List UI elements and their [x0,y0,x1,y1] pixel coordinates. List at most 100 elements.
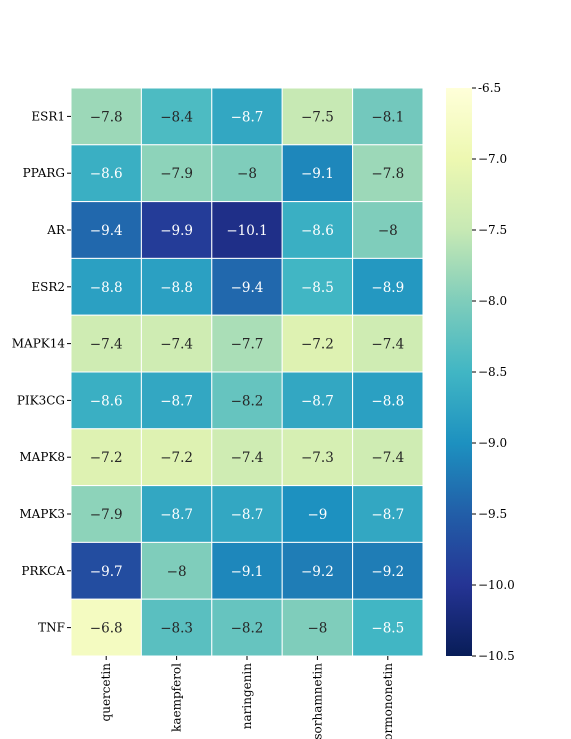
cell-value-label: −9.4 [90,223,123,239]
heatmap-cells: −7.8 −8.4 −8.7 −7.5 −8.1 −8.6 −7.9 −8 −9.1 −7.8 −9… [70,87,424,657]
cell-value-label: −8.4 [160,109,193,125]
heatmap-cell [140,598,213,657]
cell-value-label: −8 [167,564,187,580]
cell-value-label: −7.3 [301,450,334,466]
heatmap-cell [281,485,354,543]
cell-value-label: −9.4 [231,280,264,296]
heatmap-cell [281,257,354,316]
row-label: PPARG [23,166,65,180]
cell-value-label: −9.1 [231,564,264,580]
cell-value-label: −8.7 [160,507,193,523]
cell-value-label: −8.7 [301,393,334,409]
cell-value-label: −8.8 [371,393,404,409]
heatmap-cell [211,371,283,430]
cell-value-label: −7.2 [301,337,334,353]
cell-value-label: −8.7 [231,109,264,125]
colorbar-tick-label: −7.0 [478,152,507,166]
heatmap-cell [140,87,213,146]
heatmap-cell [281,598,354,657]
cell-value-label: −8.2 [231,621,264,637]
cell-value-label: −7.4 [90,337,123,353]
cell-value-label: −8 [307,621,327,637]
column-label: isorhamnetin [310,663,324,739]
row-label: TNF [38,621,65,635]
heatmap-cell [70,314,142,373]
cell-value-label: −6.8 [90,621,123,637]
colorbar-tick-label: −9.0 [478,436,507,450]
row-label: ESR1 [31,109,65,123]
heatmap-cell [70,428,142,487]
cell-value-label: −7.4 [231,450,264,466]
heatmap-cell [140,371,213,430]
colorbar-tick-label: -6.5 [478,81,501,95]
row-label: ESR2 [31,280,65,294]
heatmap-cell [281,87,354,146]
row-labels: ESR1 PPARG AR ESR2 MAPK14 PIK3CG MAPK8 MAPK3 PRK… [12,109,71,635]
heatmap-cell [352,485,424,543]
cell-value-label: −9.7 [90,564,123,580]
heatmap-cell [211,314,283,373]
cell-value-label: −9.9 [160,223,193,239]
cell-value-label: −7.2 [90,450,123,466]
cell-value-label: −8.7 [231,507,264,523]
row-label: MAPK14 [12,337,66,351]
heatmap-cell [211,257,283,316]
colorbar: -6.5 −7.0 −7.5 −8.0 −8.5 −9.0 −9.5 −10.0 −10.5 [446,81,515,663]
cell-value-label: −7.4 [371,337,404,353]
heatmap-cell [281,371,354,430]
cell-value-label: −8.8 [90,280,123,296]
column-label: kaempferol [170,663,184,732]
row-label: MAPK8 [19,450,65,464]
row-label: PIK3CG [17,393,65,407]
cell-value-label: −7.8 [371,166,404,182]
heatmap-cell [140,257,213,316]
colorbar-tick-label: −7.5 [478,223,507,237]
cell-value-label: −8.6 [90,166,123,182]
cell-value-label: −8.6 [301,223,334,239]
cell-value-label: −8 [378,223,398,239]
cell-value-label: −7.4 [371,450,404,466]
heatmap-cell [352,541,424,600]
cell-value-label: −9 [307,507,327,523]
cell-value-label: −9.2 [371,564,404,580]
cell-value-label: −8.1 [371,109,404,125]
row-label: MAPK3 [19,507,65,521]
cell-value-label: −9.2 [301,564,334,580]
heatmap-cell [140,201,213,259]
cell-value-label: −8.5 [371,621,404,637]
column-label: quercetin [99,663,113,722]
heatmap-cell [281,201,354,259]
colorbar-gradient [446,88,472,656]
cell-value-label: −8.6 [90,393,123,409]
cell-value-label: −8.2 [231,393,264,409]
row-label: PRKCA [21,564,65,578]
heatmap-cell [211,144,283,203]
colorbar-tick-label: −8.5 [478,365,507,379]
cell-value-label: −7.9 [90,507,123,523]
cell-value-label: −9.1 [301,166,334,182]
heatmap-cell [352,598,424,657]
cell-value-label: −7.9 [160,166,193,182]
heatmap-cell [140,314,213,373]
colorbar-tick-label: −9.5 [478,507,507,521]
cell-value-label: −7.4 [160,337,193,353]
cell-value-label: −7.5 [301,109,334,125]
colorbar-tick-label: −8.0 [478,294,507,308]
cell-value-label: −8.9 [371,280,404,296]
cell-value-label: −8.7 [160,393,193,409]
heatmap-cell [352,371,424,430]
heatmap-cell [211,87,283,146]
cell-value-label: −8.8 [160,280,193,296]
cell-value-label: −7.8 [90,109,123,125]
cell-value-label: −8.3 [160,621,193,637]
column-label: naringenin [240,663,254,730]
heatmap-cell [140,485,213,543]
heatmap-cell [352,144,424,203]
cell-value-label: −8 [237,166,257,182]
heatmap-cell [140,541,213,600]
cell-value-label: −10.1 [226,223,267,239]
heatmap-cell [70,598,142,657]
heatmap-cell [70,485,142,543]
colorbar-tick-label: −10.5 [478,649,515,663]
row-label: AR [46,223,66,237]
